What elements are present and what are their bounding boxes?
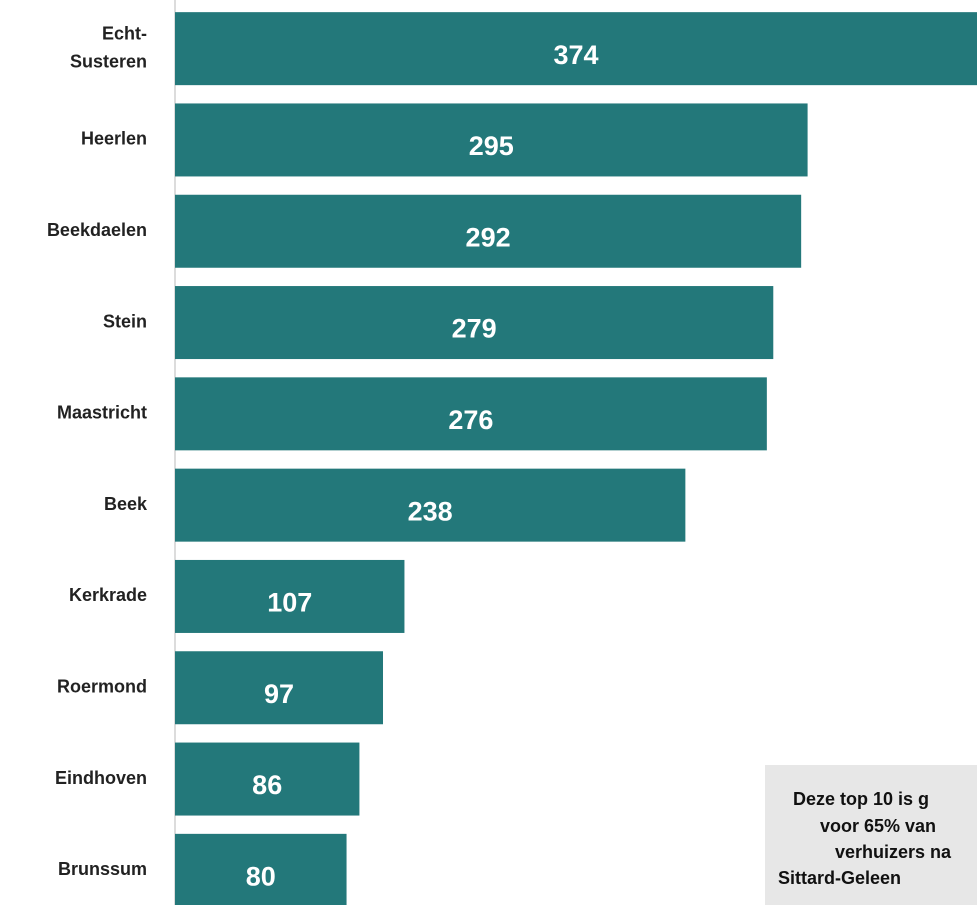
value-label: 86 <box>252 770 282 800</box>
bar <box>175 833 347 905</box>
annotation-line: voor 65% van <box>820 816 936 836</box>
value-label: 97 <box>264 679 294 709</box>
bar <box>175 377 767 451</box>
bar <box>175 468 686 542</box>
annotation-box <box>765 765 977 905</box>
category-label-line: Echt- <box>102 23 147 43</box>
category-label: Beek <box>104 494 148 514</box>
category-label: Eindhoven <box>55 768 147 788</box>
bar <box>175 103 808 177</box>
bar <box>175 194 802 268</box>
category-label: Kerkrade <box>69 585 147 605</box>
bar <box>175 651 384 725</box>
value-label: 107 <box>267 588 312 618</box>
category-label: Brunssum <box>58 859 147 879</box>
category-label: Stein <box>103 311 147 331</box>
bar <box>175 12 977 86</box>
category-label: Echt- Susteren <box>70 23 147 71</box>
value-label: 374 <box>553 40 598 70</box>
value-label: 80 <box>246 861 276 891</box>
value-label: 238 <box>408 496 453 526</box>
annotation-line: Sittard-Geleen <box>778 868 901 888</box>
category-label: Heerlen <box>81 129 147 149</box>
bar <box>175 559 405 633</box>
category-label: Roermond <box>57 677 147 697</box>
category-label: Beekdaelen <box>47 220 147 240</box>
bar <box>175 742 360 816</box>
annotation-line: Deze top 10 is g <box>793 789 929 809</box>
value-label: 279 <box>452 314 497 344</box>
value-label: 295 <box>469 131 514 161</box>
value-label: 276 <box>448 405 493 435</box>
annotation-line: verhuizers na <box>835 842 952 862</box>
value-label: 292 <box>466 222 511 252</box>
category-label: Maastricht <box>57 403 147 423</box>
category-label-line: Susteren <box>70 51 147 71</box>
bar <box>175 286 774 360</box>
